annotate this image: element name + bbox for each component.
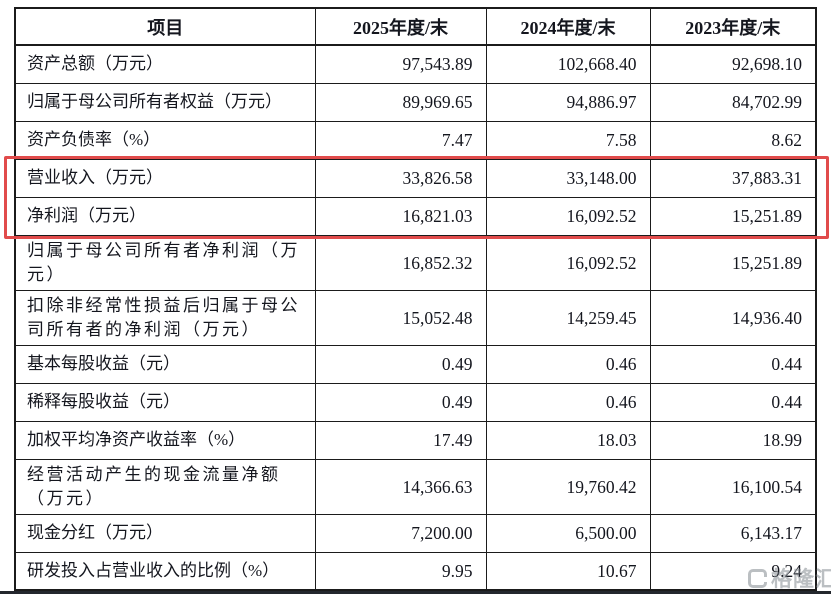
- value-cell: 15,251.89: [649, 196, 817, 236]
- row-label-cell: 归属于母公司所有者净利润（万 元）: [14, 234, 316, 291]
- value-cell: 15,251.89: [649, 234, 817, 291]
- value-cell: 0.44: [649, 382, 817, 422]
- table-header: 项目 2025年度/末 2024年度/末 2023年度/末: [14, 7, 817, 46]
- value-cell: 0.49: [314, 382, 487, 422]
- table-row: 归属于母公司所有者净利润（万 元） 16,852.32 16,092.52 15,25…: [14, 234, 817, 291]
- column-header: 2023年度/末: [649, 7, 817, 46]
- value-cell: 16,100.54: [649, 458, 817, 515]
- value-cell: 33,148.00: [485, 158, 651, 198]
- table-body: 资产总额（万元） 97,543.89 102,668.40 92,698.10 归属于母…: [14, 44, 817, 591]
- column-header: 项目: [14, 7, 316, 46]
- value-cell: 84,702.99: [649, 82, 817, 122]
- table-row: 资产总额（万元） 97,543.89 102,668.40 92,698.10: [14, 44, 817, 84]
- row-label-cell: 营业收入（万元）: [14, 158, 316, 198]
- value-cell: 94,886.97: [485, 82, 651, 122]
- value-cell: 97,543.89: [314, 44, 487, 84]
- row-label-cell: 资产负债率（%）: [14, 120, 316, 160]
- value-cell: 0.46: [485, 382, 651, 422]
- value-cell: 10.67: [485, 551, 651, 591]
- value-cell: 18.99: [649, 420, 817, 460]
- table-row: 加权平均净资产收益率（%） 17.49 18.03 18.99: [14, 420, 817, 460]
- value-cell: 33,826.58: [314, 158, 487, 198]
- table-row: 扣除非经常性损益后归属于母公 司所有者的净利润（万元） 15,052.48 14,2…: [14, 289, 817, 346]
- bottom-divider: [0, 591, 831, 594]
- value-cell: 7.47: [314, 120, 487, 160]
- value-cell: 89,969.65: [314, 82, 487, 122]
- value-cell: 37,883.31: [649, 158, 817, 198]
- value-cell: 8.62: [649, 120, 817, 160]
- value-cell: 14,366.63: [314, 458, 487, 515]
- value-cell: 14,936.40: [649, 289, 817, 346]
- value-cell: 16,092.52: [485, 196, 651, 236]
- table-row: 基本每股收益（元） 0.49 0.46 0.44: [14, 344, 817, 384]
- value-cell: 6,500.00: [485, 513, 651, 553]
- value-cell: 7.58: [485, 120, 651, 160]
- table-row: 稀释每股收益（元） 0.49 0.46 0.44: [14, 382, 817, 422]
- value-cell: 15,052.48: [314, 289, 487, 346]
- financial-table: 项目 2025年度/末 2024年度/末 2023年度/末 资产总额（万元） 97,54…: [14, 7, 817, 591]
- value-cell: 7,200.00: [314, 513, 487, 553]
- value-cell: 6,143.17: [649, 513, 817, 553]
- table-row: 现金分红（万元） 7,200.00 6,500.00 6,143.17: [14, 513, 817, 553]
- table-row: 营业收入（万元） 33,826.58 33,148.00 37,883.31: [14, 158, 817, 198]
- value-cell: 0.49: [314, 344, 487, 384]
- row-label-cell: 基本每股收益（元）: [14, 344, 316, 384]
- value-cell: 102,668.40: [485, 44, 651, 84]
- value-cell: 19,760.42: [485, 458, 651, 515]
- column-header: 2024年度/末: [485, 7, 651, 46]
- row-label-cell: 经营活动产生的现金流量净额 （万元）: [14, 458, 316, 515]
- value-cell: 16,821.03: [314, 196, 487, 236]
- value-cell: 92,698.10: [649, 44, 817, 84]
- row-label-cell: 加权平均净资产收益率（%）: [14, 420, 316, 460]
- value-cell: 9.24: [649, 551, 817, 591]
- value-cell: 18.03: [485, 420, 651, 460]
- row-label-cell: 研发投入占营业收入的比例（%）: [14, 551, 316, 591]
- header-row: 项目 2025年度/末 2024年度/末 2023年度/末: [14, 7, 817, 46]
- value-cell: 14,259.45: [485, 289, 651, 346]
- table-row: 经营活动产生的现金流量净额 （万元） 14,366.63 19,760.42 16,1…: [14, 458, 817, 515]
- row-label-cell: 归属于母公司所有者权益（万元）: [14, 82, 316, 122]
- value-cell: 0.46: [485, 344, 651, 384]
- row-label-cell: 净利润（万元）: [14, 196, 316, 236]
- row-label-cell: 现金分红（万元）: [14, 513, 316, 553]
- table-row: 归属于母公司所有者权益（万元） 89,969.65 94,886.97 84,702.…: [14, 82, 817, 122]
- value-cell: 0.44: [649, 344, 817, 384]
- row-label-cell: 稀释每股收益（元）: [14, 382, 316, 422]
- value-cell: 16,852.32: [314, 234, 487, 291]
- row-label-cell: 扣除非经常性损益后归属于母公 司所有者的净利润（万元）: [14, 289, 316, 346]
- table-row: 净利润（万元） 16,821.03 16,092.52 15,251.89: [14, 196, 817, 236]
- value-cell: 16,092.52: [485, 234, 651, 291]
- column-header: 2025年度/末: [314, 7, 487, 46]
- value-cell: 17.49: [314, 420, 487, 460]
- row-label-cell: 资产总额（万元）: [14, 44, 316, 84]
- value-cell: 9.95: [314, 551, 487, 591]
- table-row: 研发投入占营业收入的比例（%） 9.95 10.67 9.24: [14, 551, 817, 591]
- table-row: 资产负债率（%） 7.47 7.58 8.62: [14, 120, 817, 160]
